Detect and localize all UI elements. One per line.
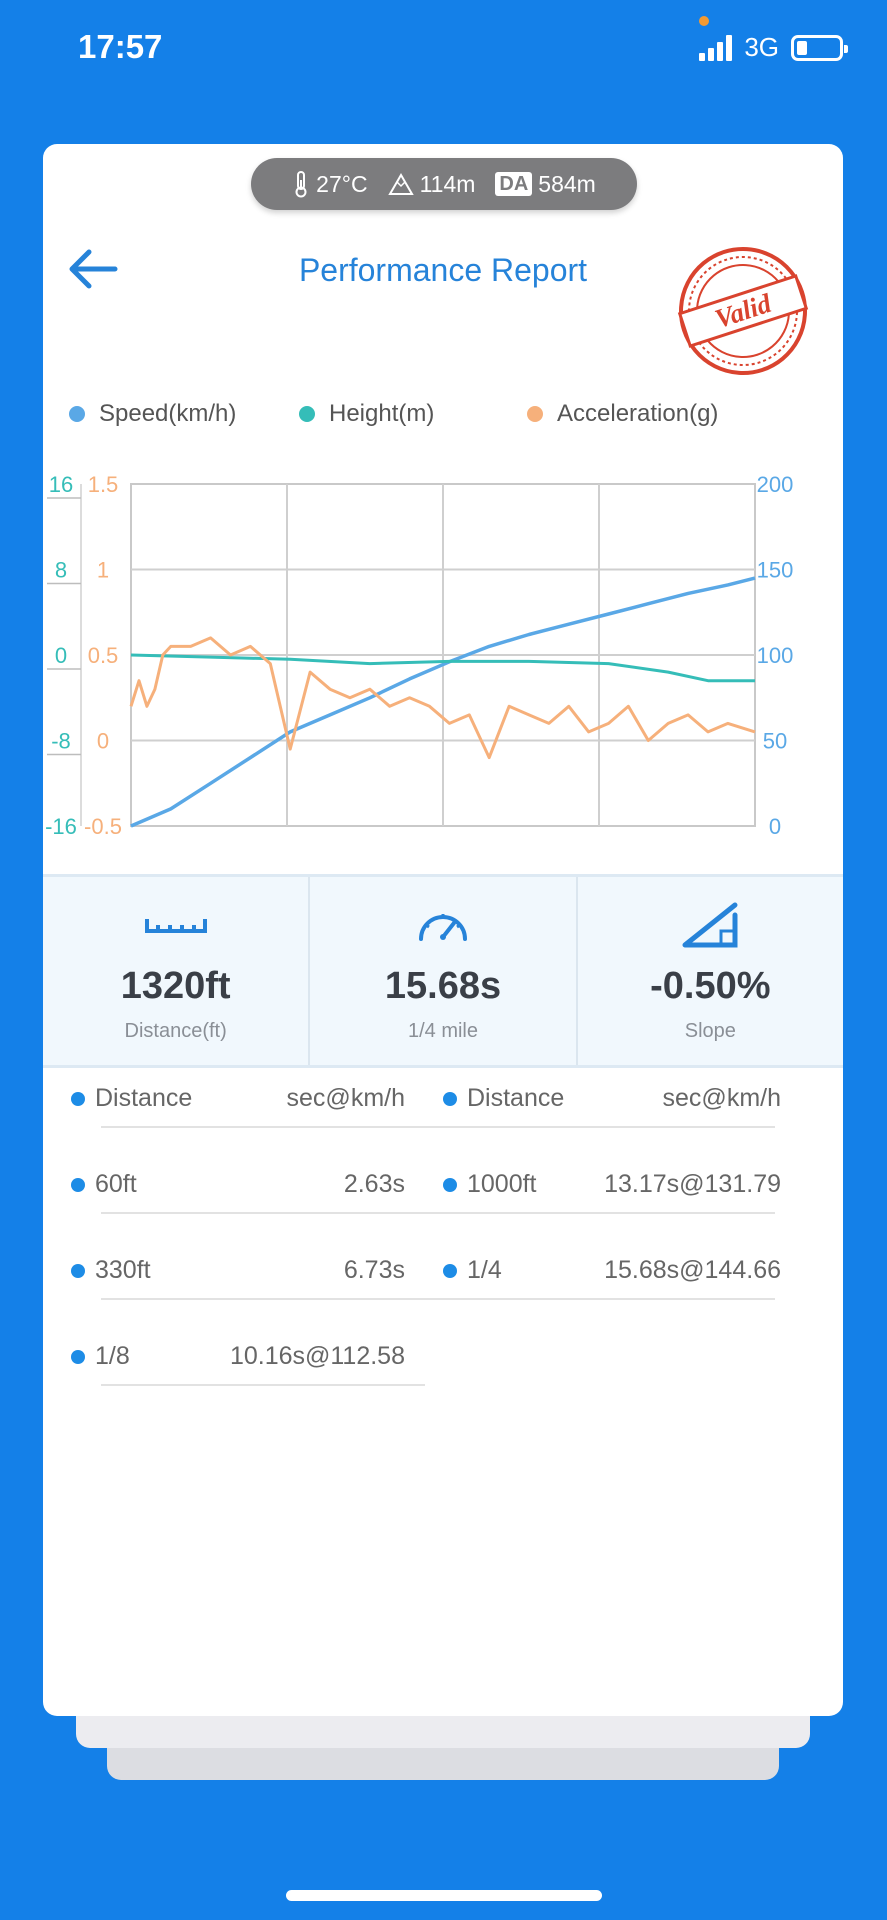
stat-slope: -0.50% Slope [575,877,843,1065]
legend-dot-acceleration [527,406,543,422]
legend-item-speed: Speed(km/h) [69,400,299,428]
speed-tick-label: 50 [763,729,787,754]
speed-tick-label: 0 [769,814,781,834]
back-button[interactable] [63,244,123,294]
back-arrow-icon [69,249,118,289]
status-time: 17:57 [78,28,163,65]
height-tick-label: 8 [55,558,67,583]
stats-panel: 1320ft Distance(ft) 15.68s 1/4 mile [43,874,843,1068]
stat-quarter-mile-value: 15.68s [384,965,502,1007]
density-altitude-label: DA [495,172,533,196]
acceleration-tick-label: 1.5 [88,472,119,497]
acceleration-tick-label: 1 [97,558,109,583]
stat-distance-value: 1320ft [120,965,231,1007]
stat-distance: 1320ft Distance(ft) [43,877,308,1065]
altitude-value: 114m [419,170,476,197]
split-row-60ft: 60ft 2.63s [71,1170,405,1199]
stat-slope-label: Slope [684,1020,736,1042]
bullet-icon [443,1177,457,1192]
bullet-icon [71,1349,85,1364]
stat-distance-label: Distance(ft) [124,1020,227,1042]
bullet-icon [71,1263,85,1278]
temperature-value: 27°C [316,170,368,197]
splits-header-right: Distance sec@km/h [443,1084,781,1113]
speed-tick-label: 100 [757,643,794,668]
mountain-icon [387,173,414,195]
bullet-icon [71,1177,85,1192]
splits-header-left: Distance sec@km/h [71,1084,405,1113]
bullet-icon [443,1091,457,1106]
battery-icon [791,34,848,61]
speedometer-icon [418,914,467,941]
status-icons: 3G [699,32,848,63]
split-row-quarter-mile: 1/4 15.68s@144.66 [443,1256,781,1285]
divider [101,1384,425,1386]
height-tick-label: 0 [55,643,67,668]
ruler-icon [144,919,207,933]
series-line-height [130,653,755,683]
divider [101,1298,775,1300]
legend-item-acceleration: Acceleration(g) [527,400,718,428]
speed-tick-label: 150 [757,558,794,583]
conditions-pill: 27°C 114m DA 584m [251,158,637,210]
divider [101,1126,775,1128]
divider [101,1212,775,1214]
chart-legend: Speed(km/h) Height(m) Acceleration(g) [69,400,829,428]
speed-tick-label: 200 [757,472,794,497]
split-row-1000ft: 1000ft 13.17s@131.79 [443,1170,781,1199]
series-line-acceleration [129,636,756,760]
height-tick-label: -8 [51,729,71,754]
legend-dot-speed [69,406,85,422]
home-indicator[interactable] [286,1890,602,1901]
network-type: 3G [744,32,779,62]
density-altitude-value: 584m [538,170,596,197]
height-tick-label: 16 [49,472,73,497]
slope-icon [682,902,738,948]
stat-quarter-mile: 15.68s 1/4 mile [308,877,575,1065]
split-row-eighth-mile: 1/8 10.16s@112.58 [71,1342,405,1371]
valid-stamp: Valid [677,247,809,375]
legend-item-height: Height(m) [299,400,527,428]
bullet-icon [443,1263,457,1278]
report-card: 27°C 114m DA 584m Performance Report Val… [43,144,843,1716]
acceleration-tick-label: -0.5 [84,814,122,834]
acceleration-tick-label: 0 [97,729,109,754]
privacy-indicator-dot [699,16,709,26]
legend-dot-height [299,406,315,422]
thermometer-icon [295,171,307,198]
height-tick-label: -16 [45,814,77,834]
page-title: Performance Report [298,252,588,288]
stat-quarter-mile-label: 1/4 mile [407,1020,478,1042]
split-row-330ft: 330ft 6.73s [71,1256,405,1285]
signal-icon [699,34,733,61]
acceleration-tick-label: 0.5 [88,643,119,668]
bullet-icon [71,1091,85,1106]
performance-chart: 16 8 0 -8 -16 1.5 1 0.5 0 -0.5 200 150 100 50 0 [45,472,794,834]
stat-slope-value: -0.50% [650,965,771,1007]
